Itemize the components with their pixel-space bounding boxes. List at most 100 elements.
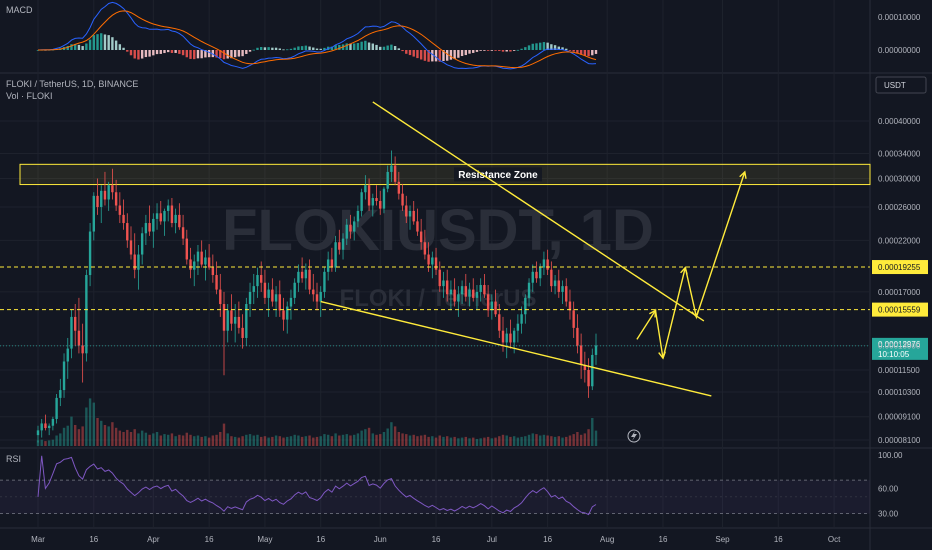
resistance-zone-label: Resistance Zone [458, 170, 538, 181]
macd-histogram-bar [579, 50, 583, 55]
volume-bar [77, 429, 81, 446]
macd-histogram-bar [516, 49, 520, 51]
volume-bar [66, 425, 69, 446]
candle-body [207, 257, 211, 268]
volume-bar [211, 435, 215, 446]
volume-bar [512, 436, 516, 446]
candle-body [483, 284, 486, 295]
candle-body [263, 282, 267, 298]
currency-button-frame[interactable] [875, 76, 927, 94]
candle-body [248, 291, 252, 305]
volume-bar [446, 436, 449, 446]
macd-pane[interactable] [36, 1, 598, 70]
macd-histogram-bar [576, 50, 579, 54]
candle-body [412, 210, 415, 222]
volume-bar [449, 437, 453, 446]
rsi-tick-label: 30.00 [878, 510, 899, 519]
date-axis[interactable]: Mar 16 Apr 16 May 16 Jun 16 Jul 16 Aug 16 Sep 16 Oct [31, 535, 841, 544]
volume-bar [550, 436, 553, 446]
price-tick-label: 0.00013000 [878, 342, 921, 351]
price-tick-label: 0.00008100 [878, 436, 921, 445]
macd-histogram-bar [170, 50, 174, 53]
macd-histogram-bar [129, 50, 133, 56]
rsi-label: RSI [6, 454, 21, 464]
volume-bar [367, 427, 371, 446]
price-tick-label: 0.00026000 [878, 203, 921, 212]
macd-histogram-bar [419, 50, 423, 60]
candle-body [211, 267, 215, 276]
macd-histogram-bar [237, 50, 241, 57]
currency-button-label[interactable]: USDT [884, 81, 906, 90]
candle-body [553, 280, 557, 287]
price-tick-label: 0.00034000 [878, 149, 921, 158]
candle-body [486, 294, 490, 311]
candle-body [256, 275, 259, 287]
macd-histogram-bar [245, 50, 248, 54]
lower-wedge-line [320, 300, 712, 397]
macd-histogram-bar [92, 35, 95, 50]
macd-histogram-bar [371, 43, 374, 50]
macd-histogram-bar [304, 45, 308, 50]
candle-body [167, 205, 170, 211]
macd-histogram-bar [77, 44, 81, 50]
macd-histogram-bar [219, 50, 222, 59]
macd-histogram-bar [312, 47, 315, 50]
macd-histogram-bar [263, 47, 267, 50]
candle-body [62, 361, 66, 391]
volume-bar [565, 436, 568, 446]
volume-bar [594, 430, 598, 446]
currency-button[interactable]: USDT [875, 76, 927, 94]
candle-body [323, 271, 326, 292]
watermark-sub: FLOKI / TetherUS [340, 285, 537, 312]
macd-histogram-bar [408, 50, 412, 56]
volume-bar [200, 436, 203, 446]
macd-histogram-bar [96, 34, 99, 50]
macd-histogram-bar [557, 46, 560, 50]
candle-body [122, 214, 125, 224]
macd-histogram-bar [185, 50, 188, 58]
volume-bar [282, 437, 285, 446]
volume-bar [505, 435, 508, 446]
macd-label: MACD [6, 5, 33, 15]
volume-bar [371, 433, 374, 446]
volume-bar [386, 428, 389, 446]
volume-bar [338, 435, 341, 446]
macd-histogram-bar [546, 42, 549, 50]
candle-body [375, 198, 378, 201]
volume-bar [568, 435, 572, 446]
macd-histogram-bar [118, 44, 122, 50]
volume-bar [364, 429, 367, 446]
price-axis[interactable]: 0.00040000 0.00034000 0.00030000 0.00026000… [878, 13, 921, 519]
macd-histogram-bar [472, 50, 475, 53]
volume-bar [256, 434, 259, 446]
volume-bar [289, 436, 293, 446]
volume-bar [475, 439, 479, 446]
candle-body [512, 330, 516, 343]
candle-body [144, 223, 148, 234]
lightning-icon[interactable] [627, 429, 641, 443]
rsi-pane[interactable] [0, 455, 870, 516]
lightning-icon-glyph[interactable] [631, 431, 637, 441]
volume-bar [479, 438, 482, 446]
macd-histogram-bar [278, 48, 281, 50]
volume-bar [494, 437, 497, 446]
price-tick-label: 0.00030000 [878, 174, 921, 183]
volume-bar [133, 429, 136, 446]
macd-histogram-bar [572, 50, 575, 52]
candle-body [364, 185, 367, 193]
date-tick-label: Mar [31, 535, 45, 544]
rsi-line [37, 455, 597, 516]
volume-bar [408, 435, 412, 446]
candle-body [334, 242, 337, 268]
volume-bar [539, 435, 542, 446]
candle-body [475, 291, 479, 298]
date-tick-label: May [257, 535, 272, 544]
candle-body [393, 165, 397, 182]
drawings[interactable] [320, 101, 747, 397]
volume-bar [453, 436, 456, 446]
volume-label: Vol · FLOKI [6, 91, 53, 101]
candle-body [531, 271, 534, 283]
volume-bar [360, 430, 363, 446]
